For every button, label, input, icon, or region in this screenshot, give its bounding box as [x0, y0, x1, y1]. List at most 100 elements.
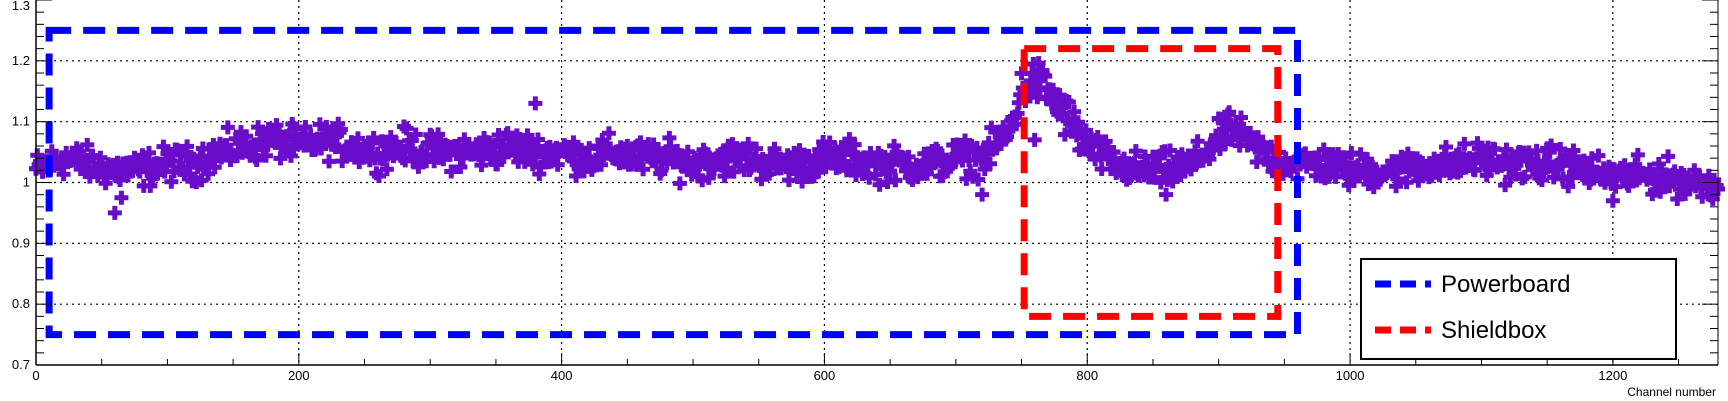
- x-tick-label: 1200: [1598, 368, 1627, 383]
- data-point: [1222, 105, 1237, 120]
- data-point: [1399, 175, 1414, 190]
- data-point: [1591, 148, 1606, 163]
- data-point: [530, 132, 545, 147]
- data-point: [1653, 184, 1668, 199]
- data-point: [528, 96, 543, 111]
- y-tick-label: 0.9: [12, 235, 30, 250]
- data-point: [56, 167, 71, 182]
- data-point: [1031, 56, 1046, 71]
- region-box-shieldbox: [1020, 45, 1282, 320]
- data-point: [80, 137, 95, 152]
- data-point: [1061, 95, 1076, 110]
- data-point: [1438, 140, 1453, 155]
- data-point: [1165, 174, 1180, 189]
- data-point: [490, 157, 505, 172]
- data-point: [533, 160, 548, 175]
- data-point: [298, 119, 313, 134]
- data-point: [207, 160, 222, 175]
- data-point: [322, 154, 337, 169]
- data-point: [379, 162, 394, 177]
- data-point: [749, 141, 764, 156]
- data-point: [550, 157, 565, 172]
- data-point: [1670, 191, 1685, 206]
- region-boxes: [45, 26, 1301, 339]
- data-point: [901, 149, 916, 164]
- data-point: [164, 174, 179, 189]
- data-point: [717, 169, 732, 184]
- data-point: [872, 177, 887, 192]
- legend: Powerboard Shieldbox: [1360, 258, 1677, 360]
- data-point: [1544, 138, 1559, 153]
- data-point: [601, 126, 616, 141]
- y-tick-label: 1.1: [12, 114, 30, 129]
- data-point: [975, 187, 990, 202]
- data-point: [333, 122, 348, 137]
- data-point: [1705, 191, 1720, 206]
- data-point: [1366, 180, 1381, 195]
- data-point: [283, 148, 298, 163]
- data-point: [444, 164, 459, 179]
- y-tick-label: 1.2: [12, 53, 30, 68]
- x-tick-label: 800: [1076, 368, 1098, 383]
- y-tick-label: 1.3: [12, 0, 30, 13]
- data-point: [1163, 143, 1178, 158]
- data-point: [983, 156, 998, 171]
- data-point: [72, 144, 87, 159]
- x-tick-label: 400: [551, 368, 573, 383]
- data-point: [1038, 69, 1053, 84]
- data-point: [923, 159, 938, 174]
- data-point: [762, 166, 777, 181]
- y-tick-label: 0.7: [12, 357, 30, 372]
- legend-box: [1360, 258, 1677, 360]
- data-point: [1159, 187, 1174, 202]
- y-tick-label: 1: [23, 175, 30, 190]
- data-point: [1467, 163, 1482, 178]
- data-point: [220, 120, 235, 135]
- x-tick-label: 200: [288, 368, 310, 383]
- data-point: [1090, 129, 1105, 144]
- axis-ticks: [35, 0, 1718, 366]
- data-point: [180, 139, 195, 154]
- data-point: [142, 145, 157, 160]
- data-point: [366, 130, 381, 145]
- data-point: [1487, 142, 1502, 157]
- data-point: [1027, 132, 1042, 147]
- data-point: [350, 131, 365, 146]
- data-point: [1457, 136, 1472, 151]
- data-point: [1630, 147, 1645, 162]
- data-point: [453, 159, 468, 174]
- data-point: [272, 124, 287, 139]
- data-point: [1661, 149, 1676, 164]
- data-point: [1676, 167, 1691, 182]
- data-point: [594, 157, 609, 172]
- region-box-powerboard: [45, 26, 1301, 339]
- data-point: [1411, 173, 1426, 188]
- data-point: [457, 132, 472, 147]
- x-tick-label: 0: [32, 368, 39, 383]
- x-tick-label: 600: [814, 368, 836, 383]
- data-point: [1234, 110, 1248, 125]
- data-point: [672, 176, 687, 191]
- data-point: [1605, 193, 1620, 208]
- data-point: [1498, 178, 1513, 193]
- data-point: [935, 168, 950, 183]
- legend-label-shieldbox: Shieldbox: [1441, 317, 1546, 344]
- legend-label-powerboard: Powerboard: [1441, 271, 1570, 298]
- data-point: [107, 205, 122, 220]
- data-point: [847, 137, 862, 152]
- data-point: [1517, 169, 1532, 184]
- data-point: [741, 136, 756, 151]
- data-point: [239, 129, 254, 144]
- data-point: [1202, 152, 1217, 167]
- tick-labels: 0 200 400 600 800 1000 1200 0.7 0.8 0.9 1 1.1 1.2 1.3: [12, 0, 1627, 383]
- data-point: [1452, 146, 1467, 161]
- data-point: [408, 127, 423, 142]
- data-point: [249, 153, 264, 168]
- data-point: [114, 190, 129, 205]
- x-tick-label: 1000: [1336, 368, 1365, 383]
- data-point: [1628, 157, 1643, 172]
- data-point: [371, 168, 386, 183]
- data-point: [971, 172, 986, 187]
- data-point: [636, 162, 651, 177]
